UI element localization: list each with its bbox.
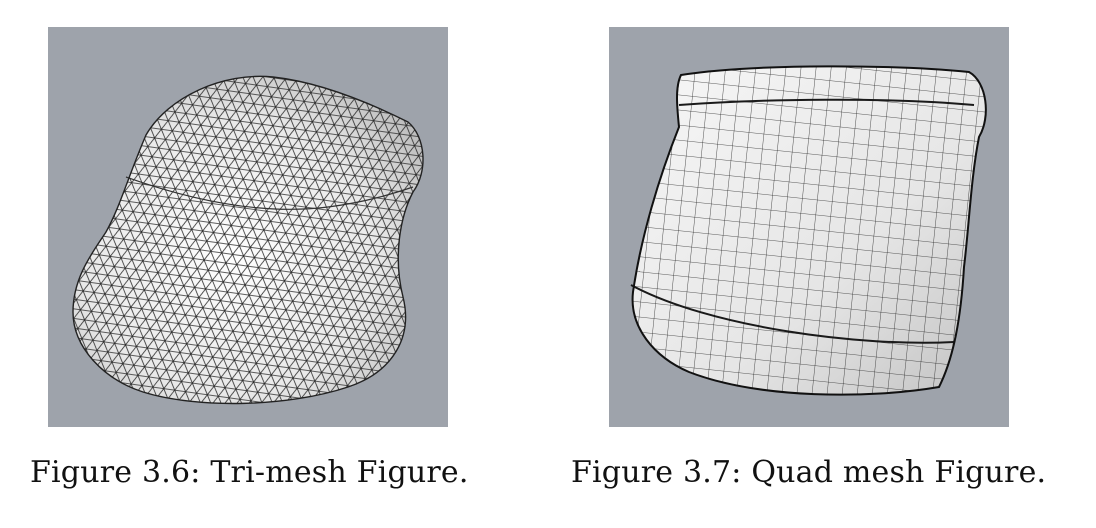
quad-mesh-illustration bbox=[630, 65, 987, 396]
tri-mesh-render bbox=[48, 27, 448, 427]
tri-mesh-illustration bbox=[72, 75, 424, 405]
figure-caption: Figure 3.7: Quad mesh Figure. bbox=[571, 455, 1047, 490]
figure-quad-mesh: Figure 3.7: Quad mesh Figure. bbox=[560, 0, 1096, 528]
figure-caption: Figure 3.6: Tri-mesh Figure. bbox=[30, 455, 469, 490]
figure-tri-mesh: Figure 3.6: Tri-mesh Figure. bbox=[0, 0, 500, 528]
quad-mesh-render bbox=[609, 27, 1009, 427]
